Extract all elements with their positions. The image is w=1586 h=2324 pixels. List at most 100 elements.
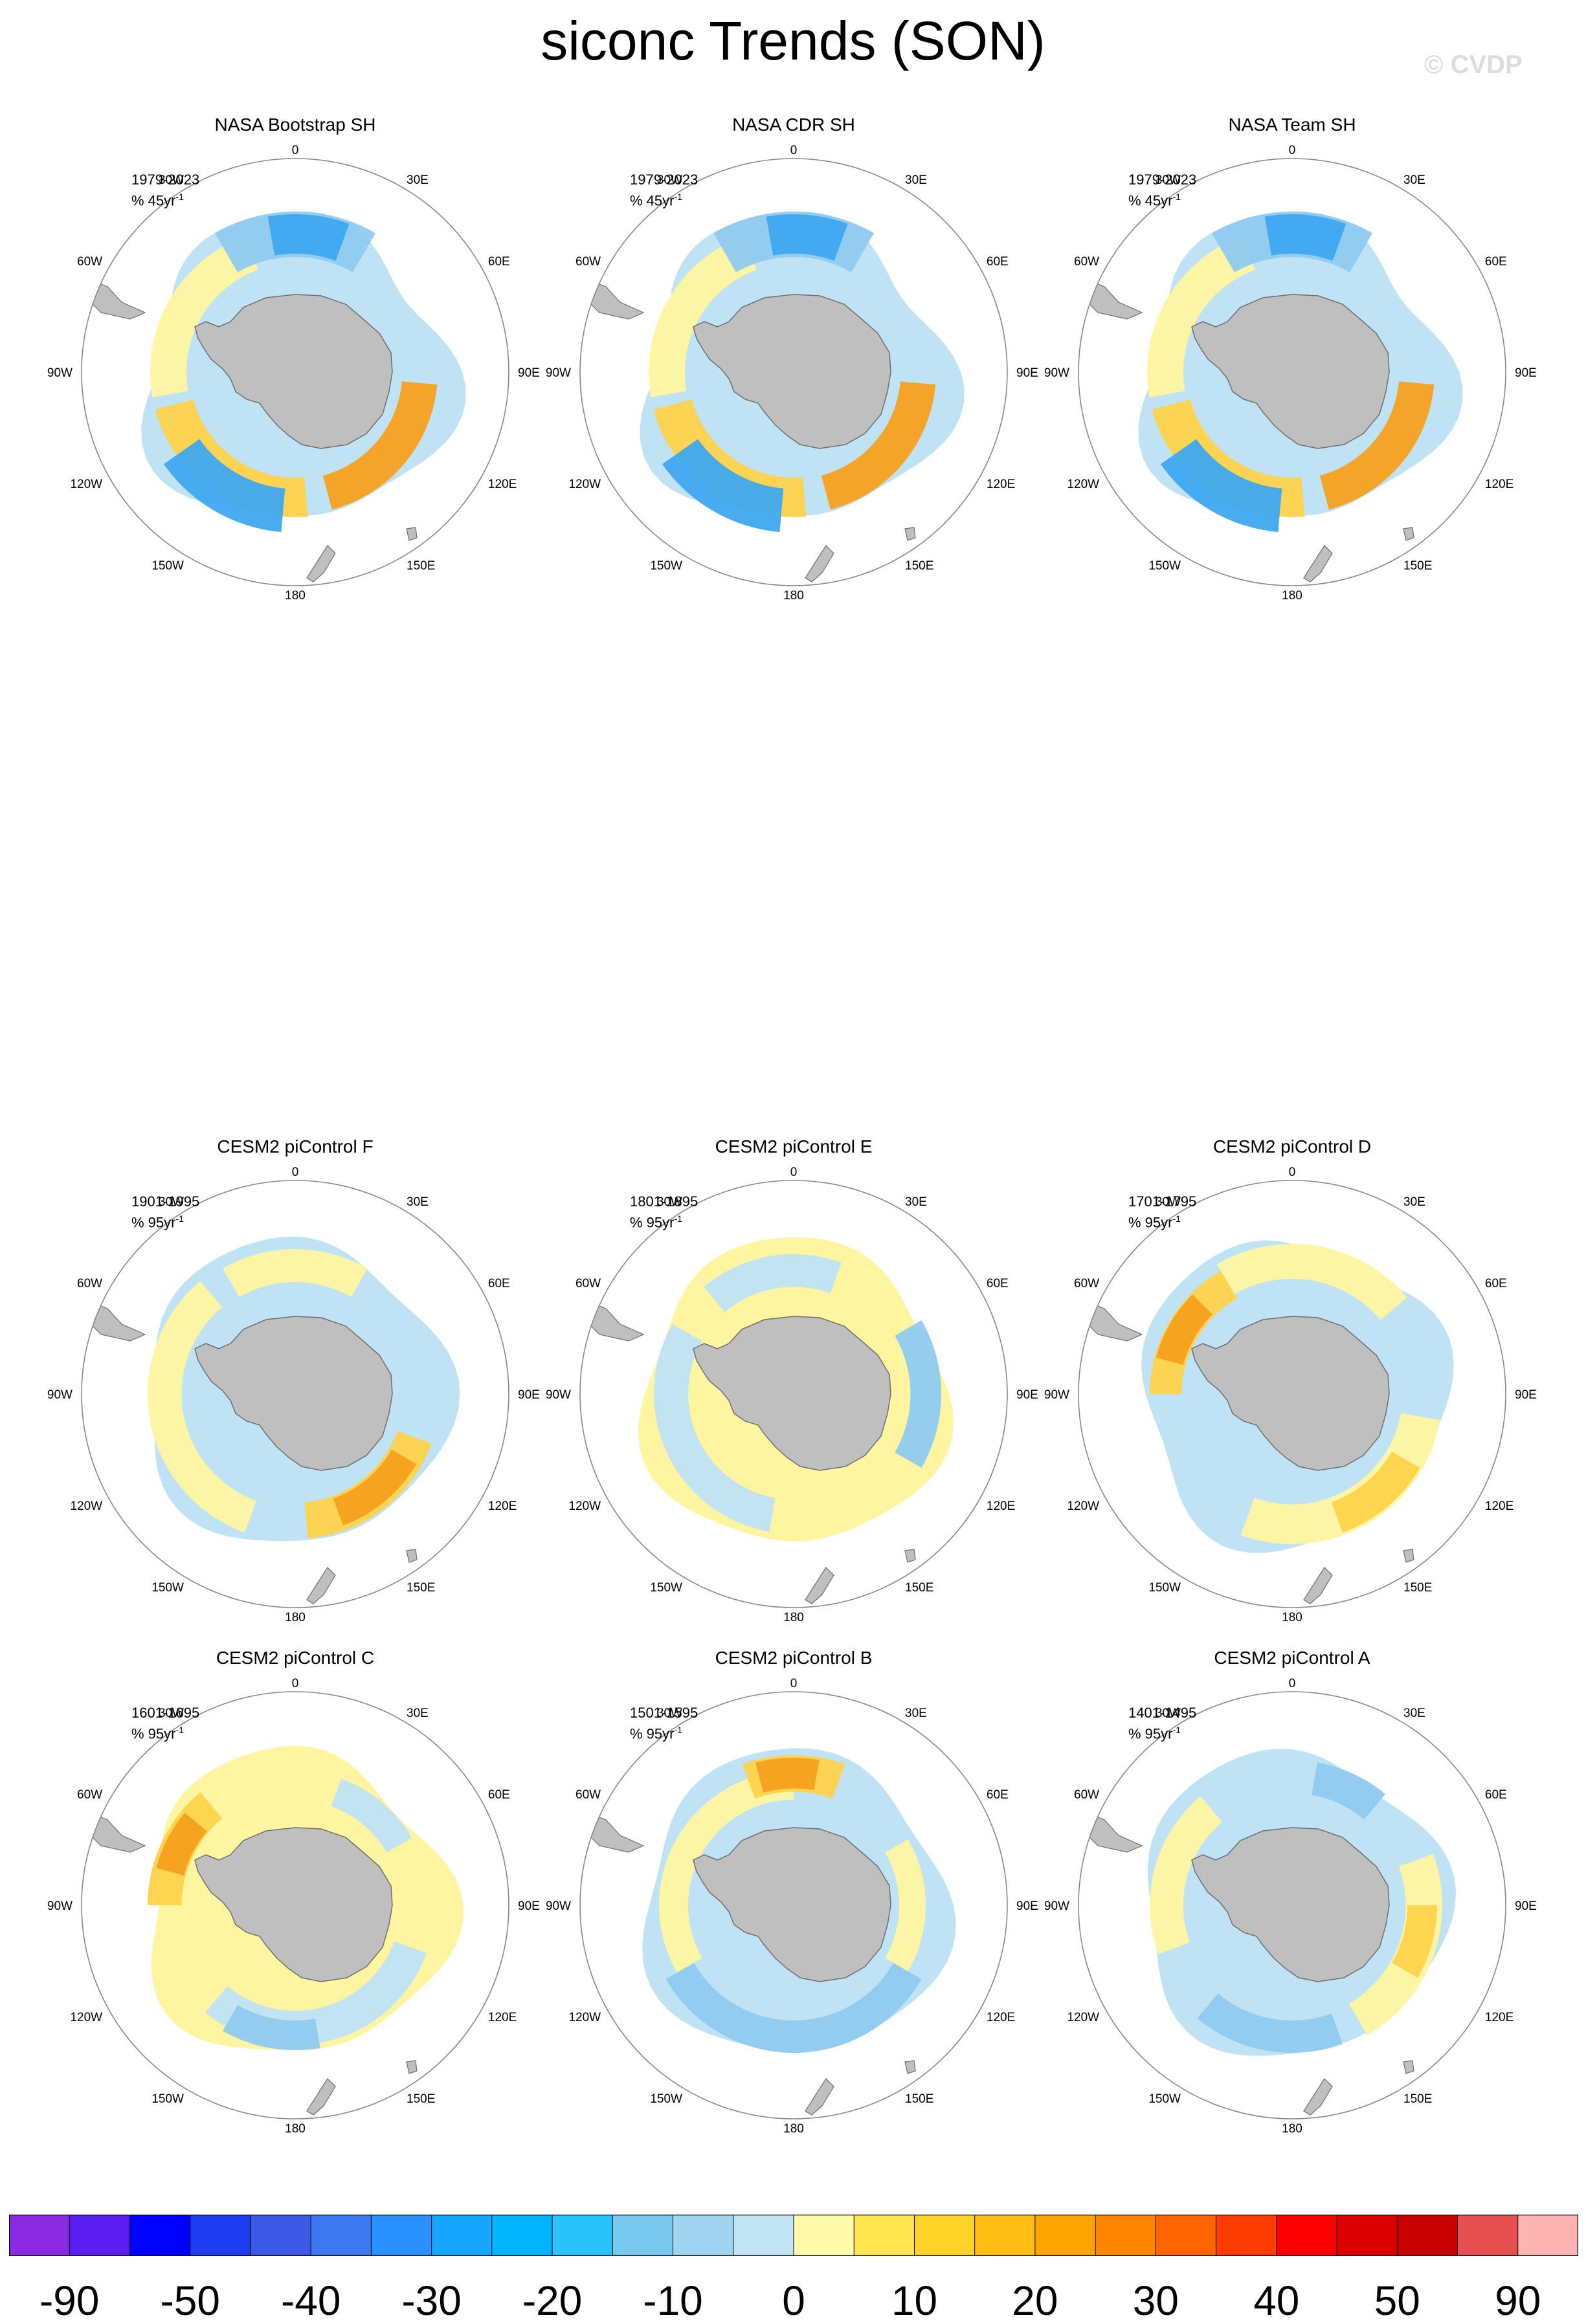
longitude-label: 150W <box>151 2092 184 2106</box>
new-zealand-landmass <box>805 1567 834 1604</box>
longitude-label: 120E <box>488 1500 517 1513</box>
antarctica-landmass <box>1191 1827 1390 1982</box>
colorbar-swatch <box>1276 2215 1337 2255</box>
longitude-label: 150E <box>905 2092 933 2106</box>
south-america-landmass <box>585 278 645 320</box>
longitude-label: 60W <box>77 255 102 269</box>
new-zealand-landmass <box>805 2078 834 2116</box>
longitude-label: 60W <box>575 255 601 269</box>
neg-trend-band <box>665 1963 922 2053</box>
panel-title: NASA Team SH <box>1228 115 1356 135</box>
longitude-label: 90E <box>1515 366 1537 380</box>
map-panel: 0 30E 60E 90E 120E 150E 180 150W 120W 90W 60W 30W CE… <box>1044 1646 1540 2164</box>
colorbar-tick-label: 30 <box>1132 2277 1179 2324</box>
polar-map: 0 30E 60E 90E 120E 150E 180 150W 120W 90W 60W 30W <box>47 1677 540 2136</box>
map-boundary <box>1078 158 1506 586</box>
longitude-label: 180 <box>285 589 306 603</box>
longitude-label: 120E <box>1485 478 1513 491</box>
longitude-label: 120E <box>1485 1500 1513 1513</box>
longitude-label: 90W <box>546 1899 571 1913</box>
antarctica-landmass <box>194 1316 393 1471</box>
longitude-label: 150W <box>650 1581 682 1595</box>
longitude-label: 180 <box>783 1611 804 1624</box>
pos-trend-band <box>333 1450 417 1525</box>
colorbar-swatch <box>1034 2215 1096 2255</box>
tasmania-landmass <box>1403 527 1414 541</box>
polar-map: 0 30E 60E 90E 120E 150E 180 150W 120W 90W 60W 30W <box>546 1166 1038 1624</box>
longitude-label: 90W <box>546 1388 571 1402</box>
trend-units: % 95yr-1 <box>131 1725 184 1742</box>
colorbar-labels: -90 -50 -40 -30 -20 -10 0 10 20 30 40 50 90 <box>9 2278 1582 2323</box>
trend-period: 1401-1495 <box>1128 1705 1197 1721</box>
neg-trend-band <box>895 1320 942 1468</box>
neg-trend-band <box>653 1324 776 1532</box>
longitude-label: 90W <box>1044 1899 1069 1913</box>
longitude-label: 120W <box>1067 478 1099 491</box>
longitude-label: 90W <box>47 366 73 380</box>
longitude-label: 0 <box>1289 144 1296 157</box>
pos-trend-band <box>1156 1294 1212 1365</box>
longitude-label: 60E <box>1485 255 1507 269</box>
polar-map: 0 30E 60E 90E 120E 150E 180 150W 120W 90W 60W 30W <box>1044 144 1537 603</box>
antarctica-landmass <box>1191 1316 1390 1471</box>
south-america-landmass <box>86 1811 146 1853</box>
trend-period: 1801-1895 <box>630 1193 698 1210</box>
longitude-label: 150E <box>1403 2092 1432 2106</box>
longitude-label: 150E <box>905 559 933 573</box>
trend-units: % 45yr-1 <box>630 192 682 209</box>
colorbar-swatch <box>914 2215 976 2255</box>
colorbar-swatch <box>431 2215 493 2255</box>
map-boundary <box>579 158 1008 586</box>
longitude-label: 90E <box>518 1388 540 1402</box>
longitude-label: 30W <box>159 173 184 187</box>
longitude-label: 30E <box>407 1195 429 1209</box>
colorbar-swatch <box>69 2215 130 2255</box>
map-boundary <box>81 1180 509 1608</box>
antarctica-landmass <box>194 294 393 449</box>
map-boundary <box>1078 1691 1506 2119</box>
longitude-label: 150W <box>1148 559 1181 573</box>
longitude-label: 120E <box>987 2011 1015 2024</box>
longitude-label: 60E <box>1485 1277 1507 1290</box>
colorbar-swatch <box>1337 2215 1398 2255</box>
pos-trend-band <box>1319 381 1435 510</box>
trend-period: 1979-2023 <box>1128 172 1197 188</box>
longitude-label: 180 <box>285 1611 306 1624</box>
longitude-label: 120W <box>568 1500 601 1513</box>
panel-title: CESM2 piControl B <box>715 1648 873 1668</box>
pos-trend-band <box>1217 1244 1407 1320</box>
longitude-label: 150W <box>1148 1581 1181 1595</box>
colorbar-tick-label: 20 <box>1012 2277 1058 2324</box>
colorbar-tick-label: -40 <box>280 2277 341 2324</box>
neg-trend-band <box>331 1778 412 1853</box>
longitude-label: 0 <box>292 1677 299 1690</box>
trend-period: 1501-1595 <box>630 1705 698 1721</box>
longitude-label: 30E <box>905 173 927 187</box>
longitude-label: 0 <box>790 1166 798 1179</box>
colorbar-swatch <box>9 2215 70 2255</box>
longitude-label: 60W <box>1074 1788 1099 1802</box>
panel-title: CESM2 piControl F <box>217 1136 374 1156</box>
colorbar-swatch <box>612 2215 674 2255</box>
panel-title: CESM2 piControl D <box>1212 1136 1372 1156</box>
map-panel: 0 30E 60E 90E 120E 150E 180 150W 120W 90W 60W 30W CE… <box>47 1135 543 1653</box>
south-america-landmass <box>86 1300 146 1342</box>
colorbar-swatch <box>1156 2215 1217 2255</box>
longitude-label: 0 <box>790 1677 798 1690</box>
colorbar-swatch <box>974 2215 1036 2255</box>
longitude-label: 90E <box>1515 1388 1537 1402</box>
pos-trend-band <box>1331 1452 1420 1533</box>
neg-trend-band <box>766 214 848 261</box>
map-panel: 0 30E 60E 90E 120E 150E 180 150W 120W 90W 60W 30W CE… <box>47 1646 543 2164</box>
polar-map: 0 30E 60E 90E 120E 150E 180 150W 120W 90W 60W 30W <box>47 144 540 603</box>
new-zealand-landmass <box>306 1567 336 1604</box>
trend-period: 1701-1795 <box>1128 1193 1197 1210</box>
colorbar <box>9 2215 1578 2256</box>
trend-units: % 95yr-1 <box>630 1725 682 1742</box>
polar-map: 0 30E 60E 90E 120E 150E 180 150W 120W 90W 60W 30W <box>1044 1677 1537 2136</box>
neg-trend-band <box>1264 214 1346 261</box>
map-boundary <box>1078 1180 1506 1608</box>
longitude-label: 60W <box>77 1277 102 1290</box>
map-panel: 0 30E 60E 90E 120E 150E 180 150W 120W 90W 60W 30W CE… <box>1044 1135 1540 1653</box>
longitude-label: 30E <box>1403 1195 1425 1209</box>
